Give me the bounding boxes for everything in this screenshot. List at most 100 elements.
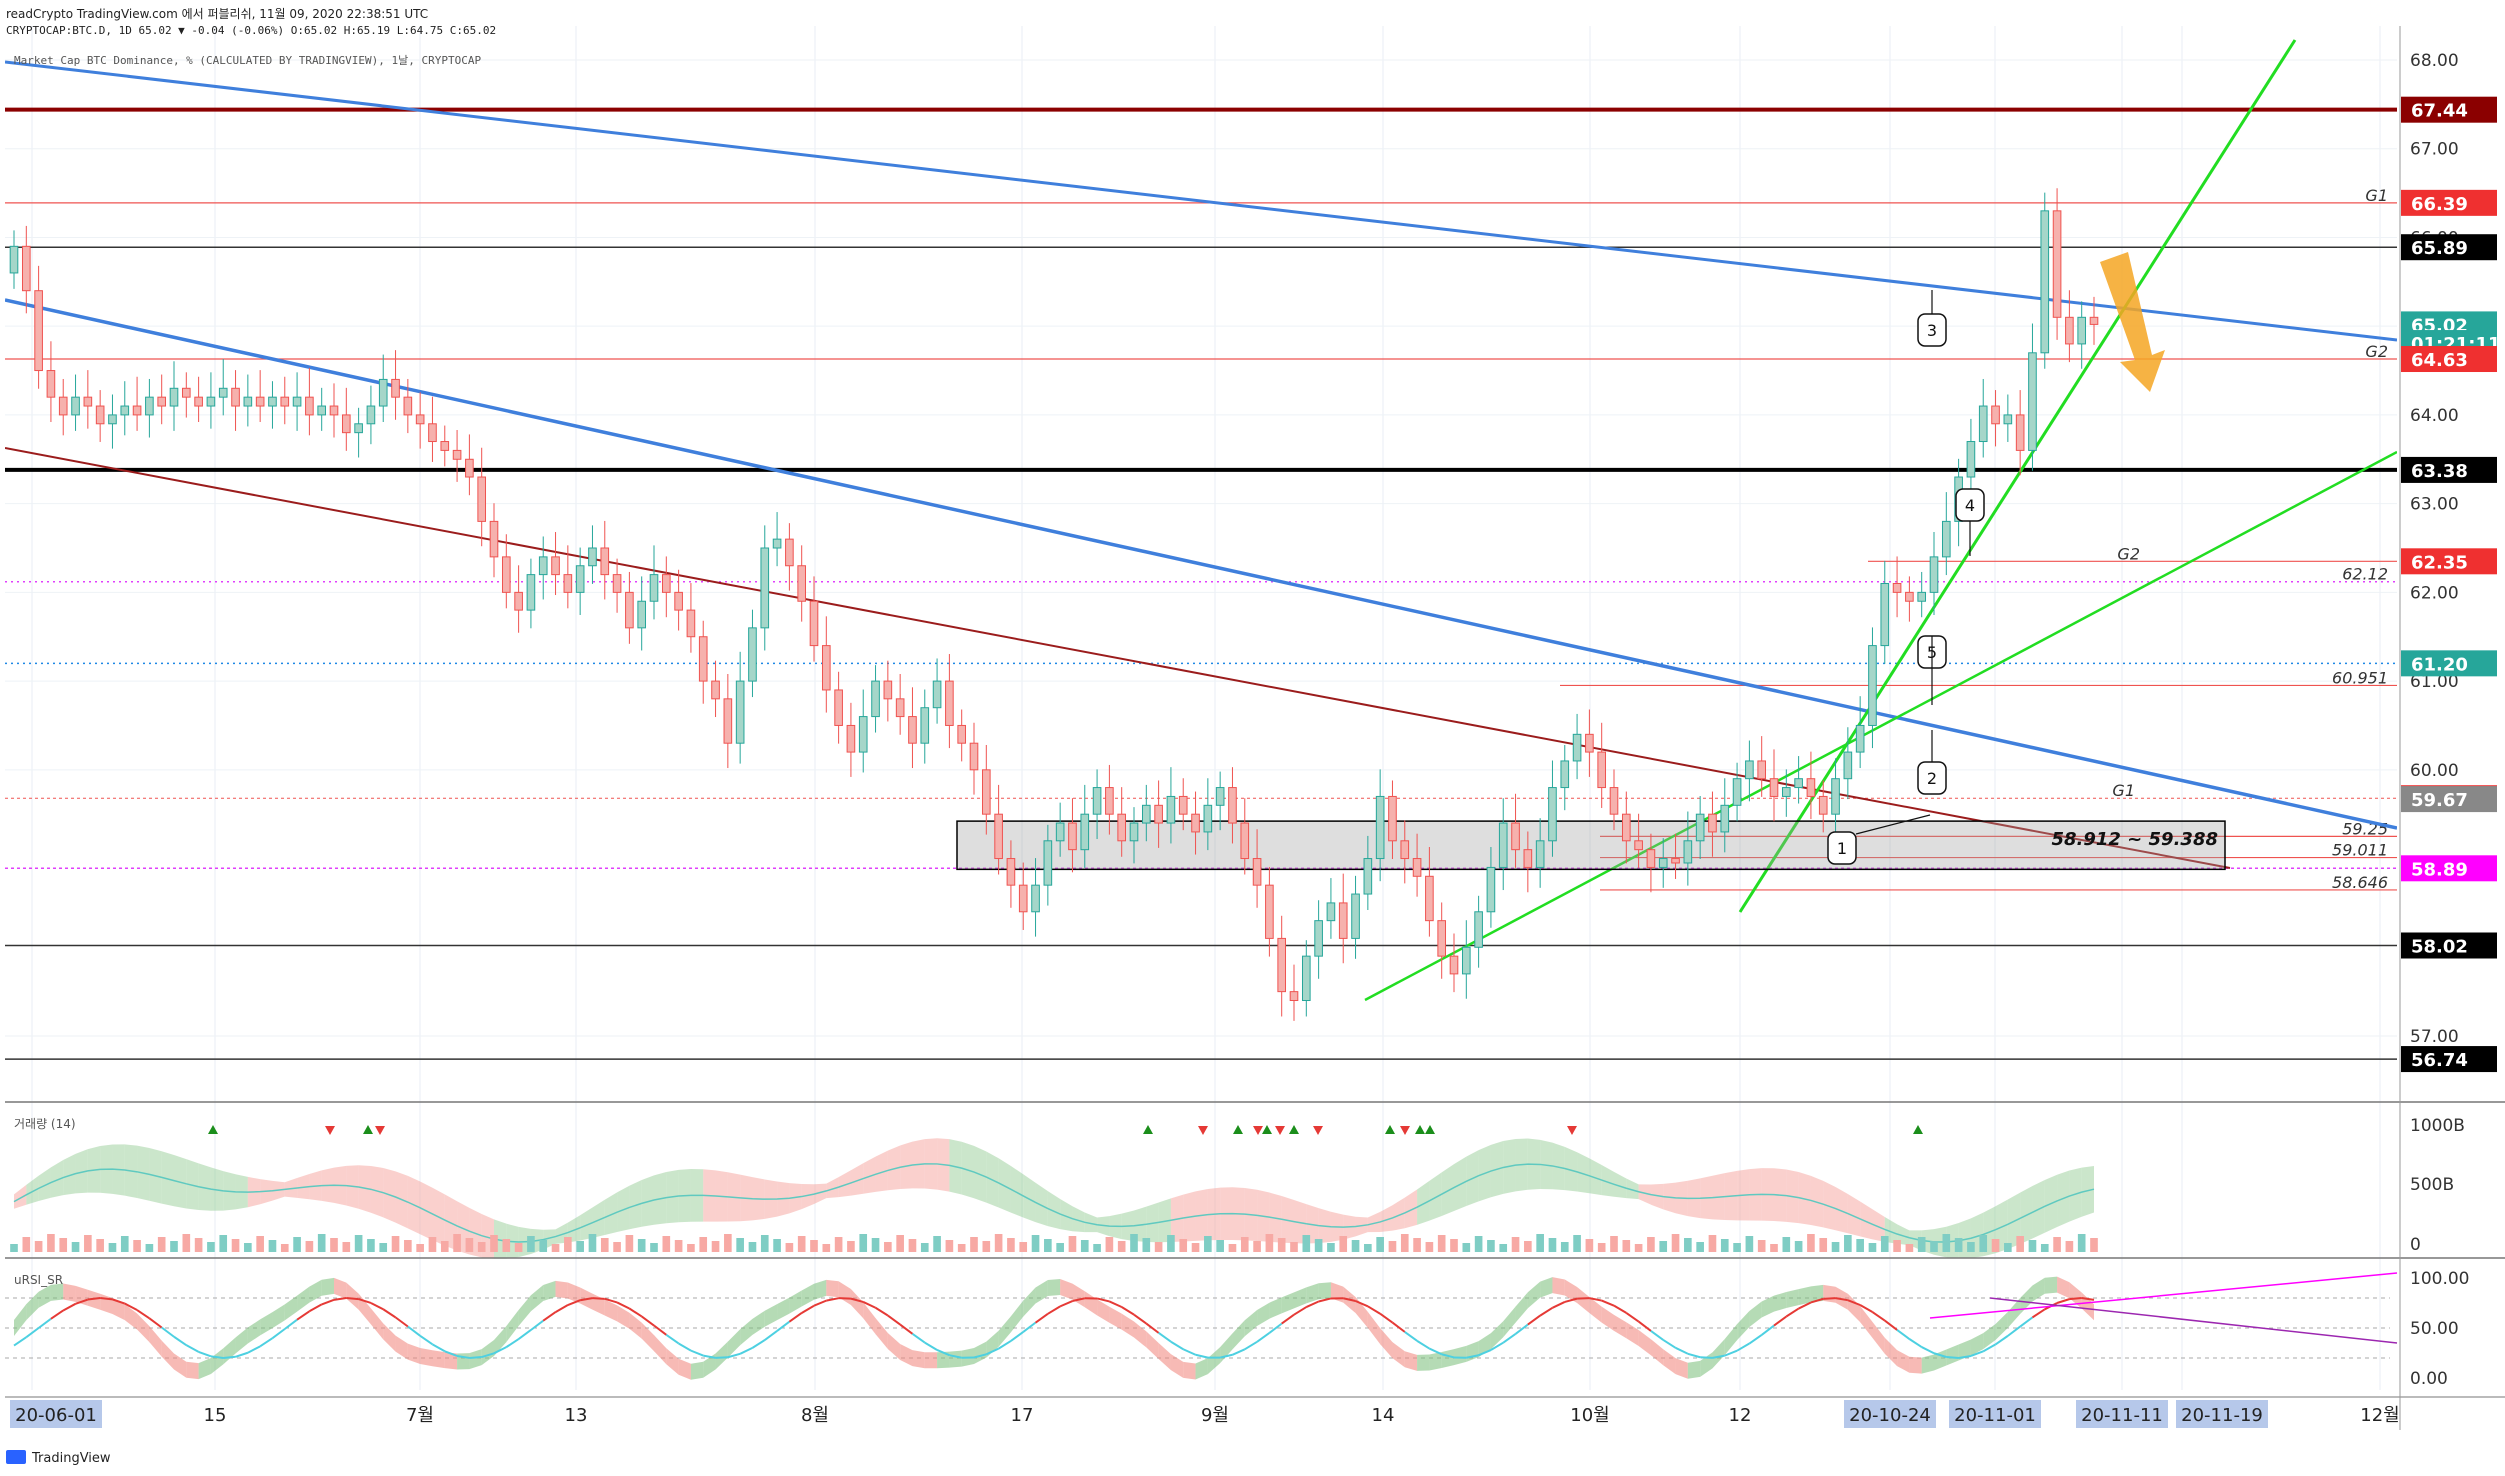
- volume-cloud-segment: [63, 1153, 76, 1196]
- volume-cloud-segment: [1367, 1211, 1381, 1233]
- x-tick-label: 10월: [1570, 1405, 1609, 1426]
- rsi-signal-line: [407, 1325, 421, 1337]
- signal-down-icon: [1400, 1126, 1410, 1135]
- rsi-band-segment: [1207, 1347, 1221, 1375]
- candle-body: [354, 423, 363, 434]
- candle-body: [1966, 441, 1976, 478]
- rsi-signal-line: [161, 1326, 175, 1338]
- signal-down-icon: [1198, 1126, 1208, 1135]
- candle-body: [908, 716, 917, 744]
- candle: [83, 370, 93, 429]
- volume-cloud-segment: [1638, 1184, 1651, 1205]
- candle: [1941, 492, 1951, 576]
- volume-cloud-segment: [850, 1163, 864, 1196]
- rsi-band-segment: [1392, 1342, 1405, 1368]
- candle-body: [686, 609, 696, 638]
- candle-body: [157, 396, 167, 407]
- candle-body: [1831, 778, 1840, 815]
- volume-cloud-segment: [1023, 1174, 1036, 1223]
- candle: [1708, 791, 1717, 857]
- rsi-signal-line: [271, 1328, 286, 1339]
- volume-bar: [1930, 1241, 1938, 1252]
- rsi-signal-line: [776, 1320, 790, 1332]
- rsi-signal-line: [973, 1353, 987, 1359]
- rsi-band-segment: [1404, 1351, 1418, 1371]
- rsi-signal-line: [1921, 1346, 1935, 1355]
- rsi-band-segment: [1577, 1287, 1590, 1313]
- rsi-band-segment: [850, 1288, 864, 1319]
- candle-body: [1461, 946, 1471, 975]
- volume-bar: [1080, 1240, 1089, 1252]
- volume-bar: [1967, 1242, 1975, 1252]
- signal-up-icon: [1143, 1125, 1153, 1134]
- rsi-band-segment: [1515, 1292, 1528, 1323]
- candle-body: [1068, 822, 1077, 851]
- candle: [1757, 736, 1767, 797]
- volume-bar: [1388, 1241, 1397, 1252]
- rsi-signal-line: [321, 1298, 335, 1306]
- rsi-signal-line: [998, 1340, 1012, 1350]
- rsi-signal-line: [1022, 1321, 1037, 1333]
- rsi-band-segment: [124, 1304, 138, 1330]
- price-label: 58.89: [2401, 855, 2497, 882]
- volume-bar: [957, 1244, 966, 1252]
- rsi-tick-label: 50.00: [2410, 1319, 2459, 1339]
- rsi-signal-line: [1773, 1315, 1787, 1327]
- candle: [1720, 778, 1730, 853]
- header-line-1: readCrypto TradingView.com 에서 퍼블리쉬, 11월 …: [6, 7, 428, 21]
- rsi-band-segment: [604, 1299, 618, 1322]
- volume-bar: [1007, 1238, 1015, 1252]
- candle-body: [292, 396, 302, 407]
- price-label-bg: [2401, 932, 2497, 959]
- candle: [1412, 833, 1422, 897]
- volume-bar: [108, 1243, 117, 1252]
- rsi-band-segment: [1478, 1333, 1491, 1358]
- volume-bar: [342, 1242, 351, 1252]
- volume-bar: [490, 1235, 498, 1252]
- rsi-band-segment: [1601, 1306, 1614, 1331]
- rsi-signal-line: [1552, 1301, 1566, 1309]
- candle: [981, 744, 991, 835]
- rsi-signal-line: [50, 1309, 64, 1320]
- candle-body: [403, 396, 413, 416]
- candle: [969, 722, 979, 795]
- rsi-band-segment: [1220, 1333, 1233, 1364]
- candle: [994, 784, 1003, 875]
- rsi-band-segment: [50, 1283, 64, 1301]
- candle: [858, 689, 868, 773]
- candle: [2052, 188, 2062, 340]
- rsi-band-segment: [186, 1361, 199, 1380]
- volume-bar: [1376, 1237, 1384, 1252]
- callout-box: [1827, 831, 1857, 865]
- candle-body: [858, 716, 868, 753]
- price-label-text: 59.67: [2411, 790, 2468, 811]
- rsi-tick-label: 100.00: [2410, 1269, 2469, 1289]
- candle: [1486, 847, 1496, 928]
- rsi-title: uRSI_SR: [14, 1273, 63, 1287]
- rsi-signal-line: [1896, 1329, 1910, 1340]
- volume-bar: [1979, 1235, 1988, 1252]
- volume-cloud-segment: [1860, 1201, 1873, 1240]
- candle: [1621, 791, 1631, 864]
- y-tick-label: 64.00: [2410, 406, 2459, 426]
- x-tick-highlight: [2076, 1400, 2168, 1428]
- candle-body: [1745, 760, 1754, 780]
- rsi-signal-line: [924, 1341, 938, 1351]
- rsi-band-segment: [1269, 1297, 1282, 1319]
- green-trendline-steep: [1738, 39, 2297, 913]
- volume-bar: [1905, 1244, 1914, 1252]
- rsi-band-segment: [223, 1337, 236, 1365]
- price-label-text: 58.02: [2411, 936, 2468, 957]
- x-tick-label: 9월: [1201, 1405, 1229, 1426]
- rsi-band-segment: [1490, 1321, 1504, 1350]
- candle-body: [1720, 804, 1730, 833]
- x-tick-highlight: [1844, 1400, 1936, 1428]
- level-label: G2: [2117, 544, 2140, 563]
- rsi-signal-line: [801, 1304, 815, 1314]
- rsi-signal-line: [2019, 1316, 2034, 1328]
- volume-bar: [1056, 1243, 1064, 1252]
- rsi-band-segment: [2032, 1277, 2045, 1302]
- volume-bar: [133, 1240, 141, 1252]
- x-tick-label: 17: [1011, 1405, 1034, 1426]
